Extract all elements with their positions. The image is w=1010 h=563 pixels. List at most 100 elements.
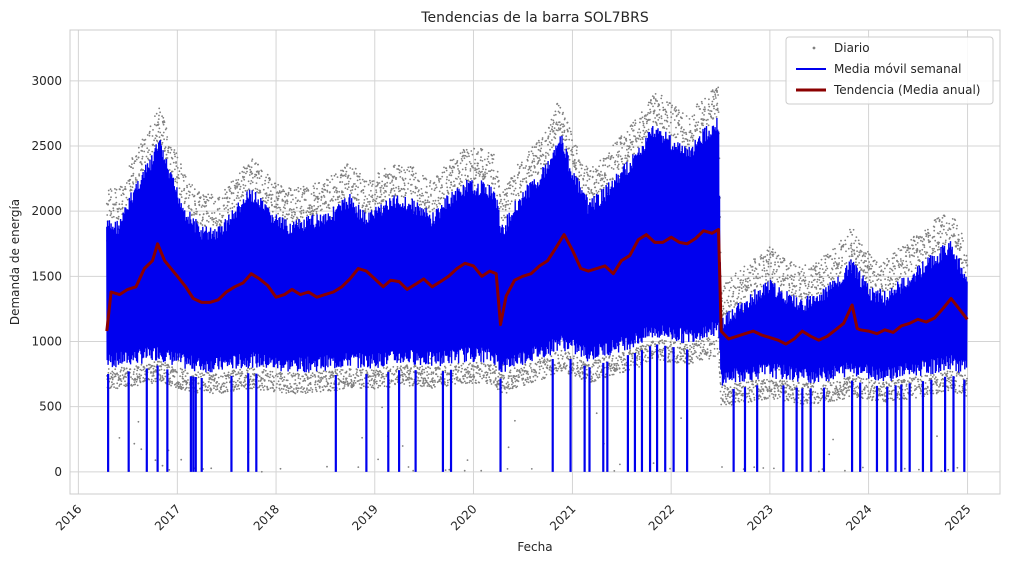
daily-point <box>635 140 638 143</box>
daily-point <box>187 197 190 199</box>
daily-point <box>772 268 775 271</box>
daily-point <box>520 164 523 167</box>
daily-point <box>372 200 374 203</box>
daily-point <box>660 94 663 97</box>
daily-point <box>407 369 410 372</box>
daily-point <box>302 185 305 188</box>
daily-point <box>563 363 565 366</box>
daily-point <box>322 388 325 391</box>
daily-point <box>394 194 397 197</box>
daily-point <box>184 389 187 391</box>
daily-point <box>502 205 505 207</box>
daily-point <box>618 367 621 370</box>
daily-point <box>689 131 692 134</box>
daily-point <box>249 375 252 378</box>
daily-point <box>607 157 610 159</box>
daily-point <box>480 362 483 365</box>
daily-point <box>309 383 312 386</box>
daily-point <box>210 388 213 391</box>
daily-point <box>201 372 203 375</box>
daily-point <box>253 383 256 386</box>
daily-point <box>241 384 243 386</box>
daily-point <box>507 203 509 206</box>
daily-point <box>238 197 240 199</box>
daily-point <box>481 148 484 151</box>
daily-point <box>510 200 513 203</box>
daily-point <box>471 378 474 381</box>
daily-point <box>159 131 162 134</box>
daily-point <box>476 164 479 167</box>
daily-point <box>261 382 263 385</box>
daily-point <box>642 351 645 354</box>
daily-point <box>698 354 701 357</box>
daily-point <box>259 189 261 192</box>
daily-point <box>131 163 133 166</box>
daily-point <box>584 168 586 171</box>
daily-point <box>336 373 338 375</box>
daily-point <box>663 119 666 122</box>
daily-point <box>624 363 626 365</box>
daily-point <box>150 378 153 381</box>
daily-point <box>596 370 599 373</box>
daily-point <box>656 114 659 117</box>
daily-point <box>595 359 597 362</box>
daily-point <box>481 370 483 373</box>
daily-point <box>503 386 506 388</box>
daily-point <box>554 133 557 136</box>
daily-point <box>183 174 186 177</box>
daily-point <box>227 375 230 378</box>
daily-point <box>661 351 664 354</box>
daily-point <box>305 374 308 377</box>
daily-point <box>134 383 137 386</box>
daily-point <box>384 185 386 187</box>
daily-point <box>756 383 759 385</box>
daily-point <box>474 158 477 161</box>
daily-point <box>432 200 435 202</box>
daily-point <box>626 148 628 151</box>
daily-point <box>178 187 181 190</box>
daily-point <box>430 188 433 190</box>
daily-point <box>291 217 294 220</box>
daily-point <box>223 208 226 210</box>
daily-point <box>374 193 376 196</box>
daily-point <box>278 372 281 375</box>
daily-point <box>286 200 289 203</box>
daily-point <box>417 377 420 379</box>
daily-point <box>571 139 573 142</box>
daily-point <box>210 193 213 196</box>
daily-point <box>637 138 640 140</box>
daily-point <box>453 166 455 169</box>
daily-point <box>614 163 617 166</box>
daily-point <box>261 184 264 186</box>
daily-point <box>251 160 253 162</box>
daily-point <box>571 151 574 153</box>
daily-point <box>171 382 174 385</box>
daily-point <box>719 383 722 386</box>
daily-point <box>623 136 626 139</box>
daily-point <box>483 374 485 377</box>
daily-point <box>561 367 563 370</box>
daily-point <box>517 374 520 376</box>
daily-point <box>593 380 595 383</box>
daily-point <box>148 132 151 135</box>
daily-point <box>551 128 554 131</box>
daily-point <box>611 154 613 157</box>
daily-point <box>188 194 191 197</box>
daily-point <box>595 374 598 376</box>
daily-point <box>383 167 386 170</box>
daily-point <box>136 369 139 372</box>
daily-point <box>529 362 532 365</box>
daily-point <box>312 185 315 188</box>
daily-point <box>419 379 422 382</box>
daily-point <box>428 185 431 187</box>
daily-point <box>403 368 406 370</box>
daily-point <box>304 379 307 382</box>
daily-point <box>185 380 188 383</box>
daily-point <box>174 178 177 180</box>
daily-point <box>706 338 708 341</box>
daily-point <box>514 199 517 201</box>
daily-point <box>322 370 325 373</box>
daily-point <box>218 198 220 201</box>
daily-point <box>421 192 424 195</box>
daily-point <box>182 176 185 179</box>
